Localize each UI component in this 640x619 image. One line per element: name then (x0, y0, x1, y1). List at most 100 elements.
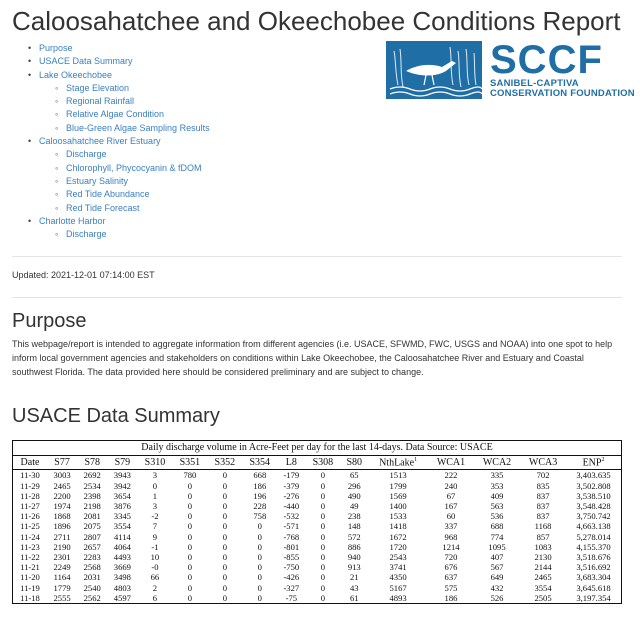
table-cell: 2 (152, 582, 158, 593)
table-row: 11-19 1779 2540 4803 2 0 0 0 -327 0 43 5167 575 432 35… (13, 583, 622, 593)
table-cell: 2562 (77, 592, 108, 604)
table-cell: 0 (320, 582, 326, 593)
toc-link-relative-algae[interactable]: Relative Algae Condition (66, 109, 165, 120)
table-cell: 2031 (83, 572, 101, 583)
table-cell: 2301 (53, 551, 71, 562)
toc-link-purpose[interactable]: Purpose (39, 43, 73, 53)
table-cell: 1896 (53, 521, 71, 532)
table-cell: 0 (257, 551, 262, 562)
column-header-s79: S79 (107, 454, 138, 471)
toc-subitem: Regional Rainfall (55, 95, 210, 109)
toc-subitem: Red Tide Forecast (55, 202, 210, 216)
table-cell: 837 (536, 511, 550, 522)
column-header-date: Date (12, 454, 47, 471)
table-cell: 0 (187, 572, 193, 583)
table-cell: 2198 (83, 500, 101, 511)
table-cell: 0 (172, 592, 208, 604)
table-cell: 296 (347, 480, 361, 491)
table-cell: 10 (150, 551, 160, 562)
table-cell: 240 (444, 480, 458, 491)
toc-link-river[interactable]: Caloosahatchee River Estuary (39, 136, 161, 147)
table-cell: 968 (444, 531, 458, 542)
table-cell: 0 (152, 480, 158, 491)
column-header-s352: S352 (207, 454, 243, 471)
toc-link-salinity[interactable]: Estuary Salinity (66, 175, 129, 186)
table-cell: 0 (187, 531, 193, 542)
toc-link-chlorophyll[interactable]: Chlorophyll, Phycocyanin & fDOM (66, 162, 202, 173)
table-cell: 2543 (389, 551, 407, 562)
table-cell: 3669 (113, 562, 131, 573)
table-cell: 1400 (389, 500, 407, 511)
table-cell: 21 (349, 572, 359, 583)
column-header-s354: S354 (242, 454, 278, 471)
toc-link-red-tide-forecast[interactable]: Red Tide Forecast (66, 202, 140, 213)
table-cell: 758 (253, 511, 267, 522)
table-cell: 0 (242, 592, 278, 604)
table-cell: 0 (257, 531, 262, 542)
logo-subtitle-1: SANIBEL-CAPTIVA (490, 78, 579, 89)
table-cell: 0 (320, 541, 326, 552)
table-cell: 0 (222, 531, 227, 542)
table-cell: 4350 (389, 572, 407, 583)
table-row: 11-28 2200 2398 3654 1 0 0 196 -276 0 490 1569 67 409… (13, 491, 622, 501)
toc-link-usace[interactable]: USACE Data Summary (39, 56, 133, 67)
column-header-l8: L8 (277, 454, 306, 471)
table-cell: -426 (283, 572, 300, 583)
table-cell: 222 (444, 470, 458, 481)
table-cell: 4493 (113, 551, 131, 562)
table-cell: 11-29 (20, 480, 40, 491)
table-cell: 4803 (113, 582, 131, 593)
table-cell: 409 (490, 490, 504, 501)
toc-subitem: Relative Algae Condition (55, 108, 210, 122)
table-cell: 1 (152, 490, 158, 501)
toc-link-stage-elevation[interactable]: Stage Elevation (66, 82, 130, 93)
table-cell: 3 (152, 470, 158, 481)
table-cell: 0 (187, 521, 193, 532)
table-cell: 0 (320, 531, 326, 542)
table-cell: 186 (253, 480, 267, 491)
table-cell: 0 (222, 490, 227, 501)
toc-link-bga-sampling[interactable]: Blue-Green Algae Sampling Results (66, 122, 210, 133)
table-cell: -179 (283, 470, 300, 481)
usace-discharge-table: Daily discharge volume in Acre-Feet per … (12, 440, 622, 604)
toc-subitem: Chlorophyll, Phycocyanin & fDOM (55, 162, 210, 176)
table-cell: 11-18 (12, 592, 47, 604)
table-cell: 0 (320, 521, 326, 532)
toc-sublist-harbor: Discharge (39, 228, 210, 242)
table-cell: 0 (222, 480, 227, 491)
toc-link-harbor-discharge[interactable]: Discharge (66, 229, 107, 240)
purpose-heading: Purpose (12, 310, 87, 332)
table-cell: 1164 (53, 572, 71, 583)
table-cell: -532 (283, 511, 300, 522)
table-cell: 61 (340, 592, 369, 604)
footnote-marker: 1 (414, 457, 418, 463)
table-cell: 2398 (83, 490, 101, 501)
column-header-s308: S308 (305, 454, 341, 471)
table-cell: 2540 (83, 582, 101, 593)
table-cell: 0 (187, 551, 193, 562)
table-cell: 148 (347, 521, 361, 532)
table-cell: 11-28 (20, 490, 40, 501)
table-cell: 4064 (113, 541, 131, 552)
table-cell: 2075 (83, 521, 101, 532)
table-cell: 0 (320, 480, 326, 491)
table-cell: 774 (490, 531, 504, 542)
toc-link-river-discharge[interactable]: Discharge (66, 149, 107, 160)
table-cell: 2711 (53, 531, 71, 542)
table-cell: 6 (137, 592, 173, 604)
toc-link-regional-rainfall[interactable]: Regional Rainfall (66, 96, 135, 107)
table-cell: 3 (152, 500, 158, 511)
sccf-logo: SCCF SANIBEL-CAPTIVA CONSERVATION FOUNDA… (386, 40, 635, 99)
table-cell: 3,502.808 (576, 480, 611, 491)
table-cell: 2505 (520, 592, 567, 604)
table-caption: Daily discharge volume in Acre-Feet per … (12, 440, 622, 455)
toc-link-red-tide-abundance[interactable]: Red Tide Abundance (66, 189, 150, 200)
toc-link-harbor[interactable]: Charlotte Harbor (39, 215, 106, 226)
table-cell: 11-26 (20, 511, 40, 522)
table-row: 11-26 1868 2081 3345 -2 0 0 758 -532 0 238 1533 60 53… (13, 511, 622, 521)
column-header-s77: S77 (46, 454, 78, 471)
table-cell: 49 (349, 500, 359, 511)
table-cell: 1974 (53, 500, 71, 511)
column-header-s310: S310 (137, 454, 173, 471)
toc-link-lake[interactable]: Lake Okeechobee (39, 69, 113, 80)
